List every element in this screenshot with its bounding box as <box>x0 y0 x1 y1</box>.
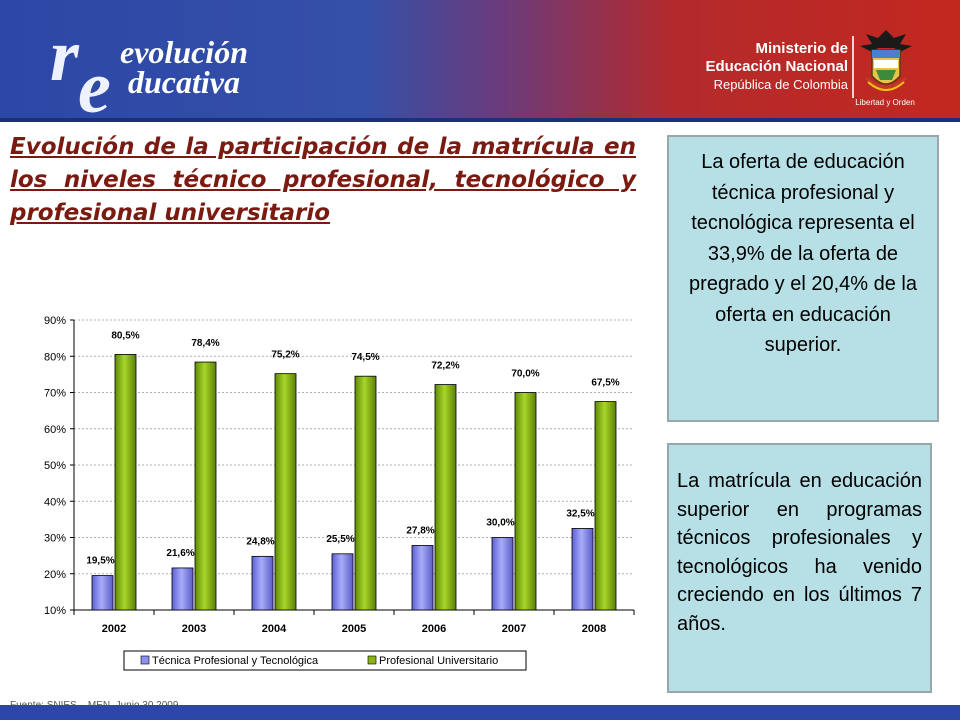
coat-of-arms-icon <box>860 30 912 91</box>
x-tick-label: 2005 <box>342 623 366 635</box>
data-label: 32,5% <box>566 508 594 519</box>
y-tick-label: 50% <box>44 460 66 472</box>
info-box-offer-text: La oferta de educación técnica profesion… <box>689 151 917 356</box>
logo-initial-r: r <box>50 15 79 97</box>
x-tick-label: 2002 <box>102 623 126 635</box>
bar-profesional-2007 <box>514 392 537 611</box>
bottom-bar <box>0 705 960 720</box>
bar-tecnica-2006 <box>411 545 434 611</box>
data-label: 72,2% <box>431 361 459 372</box>
bar-profesional-2006 <box>434 384 457 611</box>
data-label: 27,8% <box>406 525 434 536</box>
data-label: 24,8% <box>246 536 274 547</box>
data-label: 75,2% <box>271 350 299 361</box>
y-tick-label: 70% <box>44 388 66 400</box>
info-box-offer: La oferta de educación técnica profesion… <box>667 135 939 422</box>
bar-tecnica-2007 <box>491 537 514 611</box>
logo-word-2: ducativa <box>128 64 240 100</box>
bar-profesional-2008 <box>594 401 617 611</box>
bar-tecnica-2008 <box>571 528 594 611</box>
y-tick-label: 90% <box>44 315 66 327</box>
header-strip <box>0 118 960 122</box>
x-tick-label: 2003 <box>182 623 206 635</box>
chart-grid <box>70 319 635 615</box>
participation-bar-chart: 10% 20% 30% 40% 50% 60% 70% 80% 90% 19,5% 80,5% 200… <box>44 315 635 671</box>
x-tick-label: 2007 <box>502 623 526 635</box>
bar-tecnica-2004 <box>251 555 274 611</box>
y-tick-label: 20% <box>44 569 66 581</box>
header-divider <box>852 36 854 98</box>
data-label: 21,6% <box>166 548 194 559</box>
bar-profesional-2005 <box>354 375 377 611</box>
legend-swatch-tecnica <box>140 655 150 665</box>
x-tick-label: 2008 <box>582 623 606 635</box>
info-box-enrollment: La matrícula en educación superior en pr… <box>667 443 932 693</box>
chart-legend: Técnica Profesional y Tecnológica Profesi… <box>123 650 527 671</box>
bar-tecnica-2002 <box>91 575 114 611</box>
bar-tecnica-2003 <box>171 567 194 611</box>
y-tick-label: 60% <box>44 424 66 436</box>
bar-tecnica-2005 <box>331 553 354 611</box>
logo-word-1: evolución <box>120 34 248 70</box>
info-box-enrollment-text: La matrícula en educación superior en pr… <box>677 470 922 635</box>
bar-profesional-2004 <box>274 373 297 611</box>
data-label: 80,5% <box>111 330 139 341</box>
y-tick-label: 80% <box>44 351 66 363</box>
page-title: Evolución de la participación de la matr… <box>10 134 636 226</box>
x-tick-label: 2004 <box>262 623 287 635</box>
logo-initial-e: e <box>78 47 111 129</box>
y-tick-label: 40% <box>44 496 66 508</box>
legend-label-profesional: Profesional Universitario <box>379 655 498 667</box>
data-label: 70,0% <box>511 369 539 380</box>
chart-labels: 10% 20% 30% 40% 50% 60% 70% 80% 90% 19,5% 80,5% 200… <box>44 315 620 635</box>
legend-box <box>123 650 527 671</box>
y-tick-label: 30% <box>44 533 66 545</box>
bar-profesional-2003 <box>194 361 217 611</box>
data-label: 74,5% <box>351 352 379 363</box>
chart-bars <box>91 354 617 611</box>
ministry-line-2: Educación Nacional <box>705 58 848 75</box>
bar-profesional-2002 <box>114 354 137 611</box>
legend-label-tecnica: Técnica Profesional y Tecnológica <box>152 655 319 667</box>
data-label: 19,5% <box>86 556 114 567</box>
data-label: 67,5% <box>591 378 619 389</box>
revolucion-educativa-logo: r e evolución ducativa <box>48 15 288 129</box>
ministry-line-1: Ministerio de <box>755 40 848 57</box>
y-tick-label: 10% <box>44 605 66 617</box>
header-banner <box>0 0 960 120</box>
ministry-line-3: República de Colombia <box>713 77 848 92</box>
data-label: 25,5% <box>326 534 354 545</box>
data-label: 30,0% <box>486 518 514 529</box>
x-tick-label: 2006 <box>422 623 446 635</box>
data-label: 78,4% <box>191 338 219 349</box>
ministry-name: Ministerio de Educación Nacional Repúbli… <box>700 40 848 93</box>
motto-caption: Libertad y Orden <box>855 98 915 107</box>
legend-swatch-profesional <box>367 655 377 665</box>
